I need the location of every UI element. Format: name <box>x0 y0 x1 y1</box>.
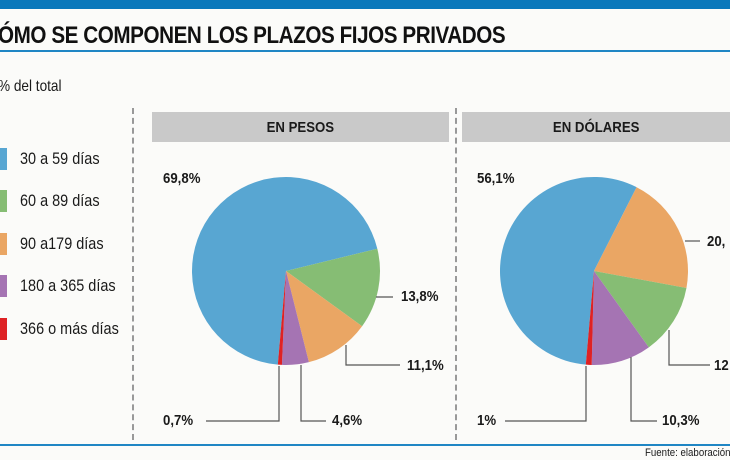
legend-item: 30 a 59 días <box>0 148 114 170</box>
leader-line <box>300 365 326 422</box>
legend-label: 30 a 59 días <box>20 149 100 168</box>
subtitle: % del total <box>0 78 62 95</box>
legend-swatch <box>0 318 7 340</box>
divider <box>455 108 457 440</box>
legend-label: 180 a 365 días <box>20 276 116 295</box>
dolares-header: EN DÓLARES <box>462 112 730 142</box>
legend-label: 60 a 89 días <box>20 191 100 210</box>
data-label: 20, <box>707 233 726 250</box>
legend-item: 366 o más días <box>0 318 136 340</box>
pesos-title: EN PESOS <box>266 118 335 136</box>
data-label: 56,1% <box>477 170 515 187</box>
pie-slice <box>591 271 649 365</box>
pesos-header: EN PESOS <box>152 112 449 142</box>
pie-slice <box>191 176 378 365</box>
source-note: Fuente: elaboración <box>645 447 730 459</box>
data-label: 11,1% <box>407 357 444 374</box>
legend-swatch <box>0 148 7 170</box>
leader-line <box>505 366 587 422</box>
bottom-divider <box>0 444 730 446</box>
leader-line <box>668 330 710 366</box>
legend-item: 60 a 89 días <box>0 190 114 212</box>
title-divider <box>0 50 730 52</box>
leader-line <box>206 366 280 422</box>
leader-line <box>630 357 657 422</box>
page-title: ÓMO SE COMPONEN LOS PLAZOS FIJOS PRIVADO… <box>0 22 506 49</box>
legend-item: 180 a 365 días <box>0 275 132 297</box>
legend-label: 90 a179 días <box>20 234 104 253</box>
data-label: 12 <box>714 357 729 374</box>
pie-slice <box>594 271 687 348</box>
pie-slice <box>594 187 688 288</box>
legend-item: 90 a179 días <box>0 233 118 255</box>
leader-lines <box>206 240 710 422</box>
legend-swatch <box>0 275 7 297</box>
legend-swatch <box>0 190 7 212</box>
legend-label: 366 o más días <box>20 319 119 338</box>
data-label: 4,6% <box>332 412 363 429</box>
pie-slice <box>286 271 363 363</box>
data-label: 13,8% <box>401 288 439 305</box>
pie-slice <box>281 271 309 365</box>
divider <box>132 108 134 440</box>
pie-pesos <box>191 176 380 365</box>
top-bar <box>0 0 730 9</box>
leader-line <box>345 345 400 366</box>
data-label: 69,8% <box>163 170 201 187</box>
pie-slice <box>277 271 286 365</box>
pie-slice <box>500 176 637 365</box>
data-label: 1% <box>477 412 497 429</box>
data-label: 0,7% <box>163 412 194 429</box>
dolares-title: EN DÓLARES <box>552 118 640 136</box>
legend-swatch <box>0 233 7 255</box>
pie-slice <box>585 271 594 365</box>
pie-dolares <box>500 176 688 365</box>
pie-slice <box>286 248 380 327</box>
data-label: 10,3% <box>662 412 700 429</box>
